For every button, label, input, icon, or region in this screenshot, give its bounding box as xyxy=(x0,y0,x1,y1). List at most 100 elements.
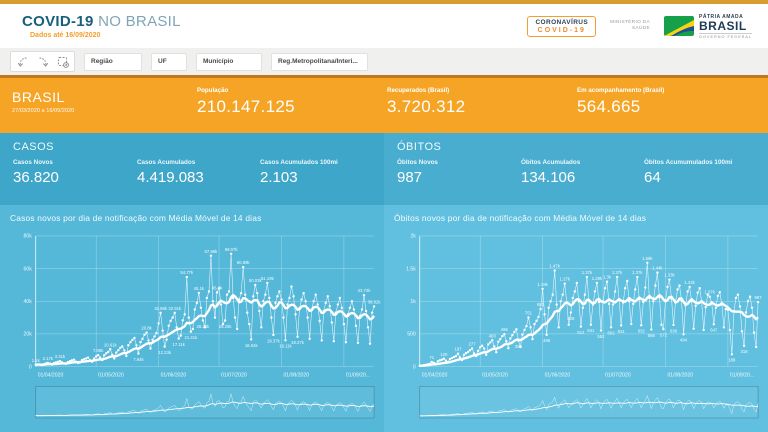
svg-text:45.1k: 45.1k xyxy=(194,286,205,291)
svg-text:01/08/2020: 01/08/2020 xyxy=(283,372,309,378)
cases-kpi-columns: Casos Novos 36.820 Casos Acumulados 4.41… xyxy=(13,159,384,186)
clear-selections-icon xyxy=(57,56,69,68)
svg-text:36.82k: 36.82k xyxy=(368,299,382,304)
deaths-chart-mount: 0 500 1k 1.5k 2k 01/04/2020 01/05/2020 01/06/20… xyxy=(394,227,764,428)
svg-text:01/04/2020: 01/04/2020 xyxy=(422,372,448,378)
cases-total-value: 4.419.083 xyxy=(137,169,204,186)
svg-text:398: 398 xyxy=(515,344,523,349)
header-logos: CORONAVÍRUS COVID-19 MINISTÉRIO DA SAÚDE… xyxy=(527,14,752,39)
svg-text:01/05/2020: 01/05/2020 xyxy=(482,372,508,378)
monitoring-value: 564.665 xyxy=(577,97,641,116)
cases-kpi-section: CASOS Casos Novos 36.820 Casos Acumulado… xyxy=(0,133,384,205)
monitoring-label: Em acompanhamento (Brasil) xyxy=(577,87,665,94)
svg-text:318: 318 xyxy=(740,349,748,354)
deaths-section-title: ÓBITOS xyxy=(397,141,442,153)
svg-text:647: 647 xyxy=(710,328,718,333)
cases-per100k-value: 2.103 xyxy=(260,169,298,186)
ministry-line1: MINISTÉRIO DA xyxy=(610,20,651,26)
deaths-kpi-columns: Óbitos Novos 987 Óbitos Acumulados 134.1… xyxy=(397,159,768,186)
svg-text:120: 120 xyxy=(440,352,448,357)
svg-text:16.64k: 16.64k xyxy=(245,343,259,348)
svg-text:2.17k: 2.17k xyxy=(43,356,54,361)
svg-text:1.19k: 1.19k xyxy=(537,282,548,287)
svg-text:16.11k: 16.11k xyxy=(279,344,292,349)
svg-text:881: 881 xyxy=(537,302,545,307)
svg-text:10.61k: 10.61k xyxy=(104,342,118,347)
cases-new-value: 36.820 xyxy=(13,169,59,186)
government-logo-text: PÁTRIA AMADA BRASIL GOVERNO FEDERAL xyxy=(699,14,752,39)
cases-per100k-stat: Casos Acumulados 100mi 2.103 xyxy=(260,159,380,186)
svg-text:50.03k: 50.03k xyxy=(249,278,263,283)
svg-text:32.91k: 32.91k xyxy=(168,306,182,311)
gov-line2: BRASIL xyxy=(699,18,747,33)
svg-text:188: 188 xyxy=(728,358,736,363)
svg-text:28.23k: 28.23k xyxy=(197,324,211,329)
selections-forward-button[interactable] xyxy=(36,55,49,68)
deaths-kpi-section: ÓBITOS Óbitos Novos 987 Óbitos Acumulado… xyxy=(384,133,768,205)
deaths-per100k-label: Óbitos Acumumulados 100mi xyxy=(644,159,733,166)
selections-back-button[interactable] xyxy=(16,55,29,68)
svg-text:612: 612 xyxy=(577,330,585,335)
deaths-per100k-value: 64 xyxy=(644,169,661,186)
svg-text:1.3k: 1.3k xyxy=(603,275,612,280)
svg-text:1.27k: 1.27k xyxy=(560,277,571,282)
svg-text:01/06/2020: 01/06/2020 xyxy=(161,372,187,378)
filter-reg-metropolitana[interactable]: Reg.Metropolitana/Interi... xyxy=(271,52,368,71)
svg-text:500: 500 xyxy=(407,332,416,338)
cases-new-label: Casos Novos xyxy=(13,159,53,166)
svg-text:0: 0 xyxy=(29,364,32,370)
svg-text:403: 403 xyxy=(489,333,497,338)
filter-regiao[interactable]: Região xyxy=(84,52,142,71)
svg-text:01/09/20...: 01/09/20... xyxy=(346,372,370,378)
svg-text:1.59k: 1.59k xyxy=(642,256,653,261)
header: COVID-19 NO BRASIL Dados até 16/09/2020 … xyxy=(0,4,768,48)
ministry-logo-text: MINISTÉRIO DA SAÚDE xyxy=(610,20,650,32)
recovered-stat: Recuperados (Brasil) 3.720.312 xyxy=(387,78,577,133)
clear-selections-button[interactable] xyxy=(56,55,69,68)
svg-text:01/04/2020: 01/04/2020 xyxy=(38,372,64,378)
government-logo: PÁTRIA AMADA BRASIL GOVERNO FEDERAL xyxy=(664,14,752,39)
charts-row: Casos novos por dia de notificação com M… xyxy=(0,205,768,432)
svg-text:28.25k: 28.25k xyxy=(219,324,233,329)
svg-text:631: 631 xyxy=(618,329,626,334)
kpi-row: CASOS Casos Novos 36.820 Casos Acumulado… xyxy=(0,133,768,205)
svg-text:01/06/2020: 01/06/2020 xyxy=(545,372,571,378)
svg-text:12.23k: 12.23k xyxy=(158,350,172,355)
svg-text:21.41k: 21.41k xyxy=(184,335,198,340)
gov-line1: PÁTRIA AMADA xyxy=(699,13,744,20)
coronavirus-badge: CORONAVÍRUS COVID-19 xyxy=(527,15,597,37)
cases-chart[interactable]: 0 20k 40k 60k 80k 01/04/2020 01/05/2020 01/06/2… xyxy=(10,227,382,423)
deaths-chart-panel: Óbitos novos por dia de notificação com … xyxy=(384,205,768,432)
svg-text:2k: 2k xyxy=(410,234,416,240)
svg-text:0: 0 xyxy=(413,364,416,370)
selection-tools-group xyxy=(10,51,75,72)
cases-total-label: Casos Acumulados xyxy=(137,159,196,166)
cases-chart-title: Casos novos por dia de notificação com M… xyxy=(10,213,262,223)
svg-text:32.88k: 32.88k xyxy=(154,306,168,311)
filter-uf[interactable]: UF xyxy=(151,52,187,71)
selections-back-icon xyxy=(17,57,27,67)
brazil-flag-icon xyxy=(664,16,695,36)
top-accent-bar xyxy=(0,0,768,4)
deaths-new-label: Óbitos Novos xyxy=(397,159,438,166)
cases-total-stat: Casos Acumulados 4.419.083 xyxy=(137,159,260,186)
svg-text:486: 486 xyxy=(543,338,551,343)
cases-chart-mount: 0 20k 40k 60k 80k 01/04/2020 01/05/2020 01/06/2… xyxy=(10,227,382,428)
cases-new-stat: Casos Novos 36.820 xyxy=(13,159,137,186)
page-title: COVID-19 NO BRASIL xyxy=(22,13,181,30)
summary-region-block: BRASIL 27/03/2020 a 16/09/2020 xyxy=(12,78,197,133)
deaths-total-stat: Óbitos Acumulados 134.106 xyxy=(521,159,644,186)
filter-municipio[interactable]: Município xyxy=(196,52,262,71)
badge-line2: COVID-19 xyxy=(537,26,586,34)
svg-text:80k: 80k xyxy=(24,234,33,240)
cases-per100k-label: Casos Acumulados 100mi xyxy=(260,159,338,166)
gov-line3: GOVERNO FEDERAL xyxy=(699,32,752,39)
deaths-chart[interactable]: 0 500 1k 1.5k 2k 01/04/2020 01/05/2020 01/06/20… xyxy=(394,227,766,423)
population-label: População xyxy=(197,87,229,94)
svg-text:1.5k: 1.5k xyxy=(406,266,416,272)
svg-text:197: 197 xyxy=(454,347,462,352)
svg-text:20.8k: 20.8k xyxy=(141,326,152,331)
svg-text:7.06k: 7.06k xyxy=(93,348,104,353)
page-title-bold: COVID-19 xyxy=(22,13,94,30)
svg-text:751: 751 xyxy=(525,311,533,316)
